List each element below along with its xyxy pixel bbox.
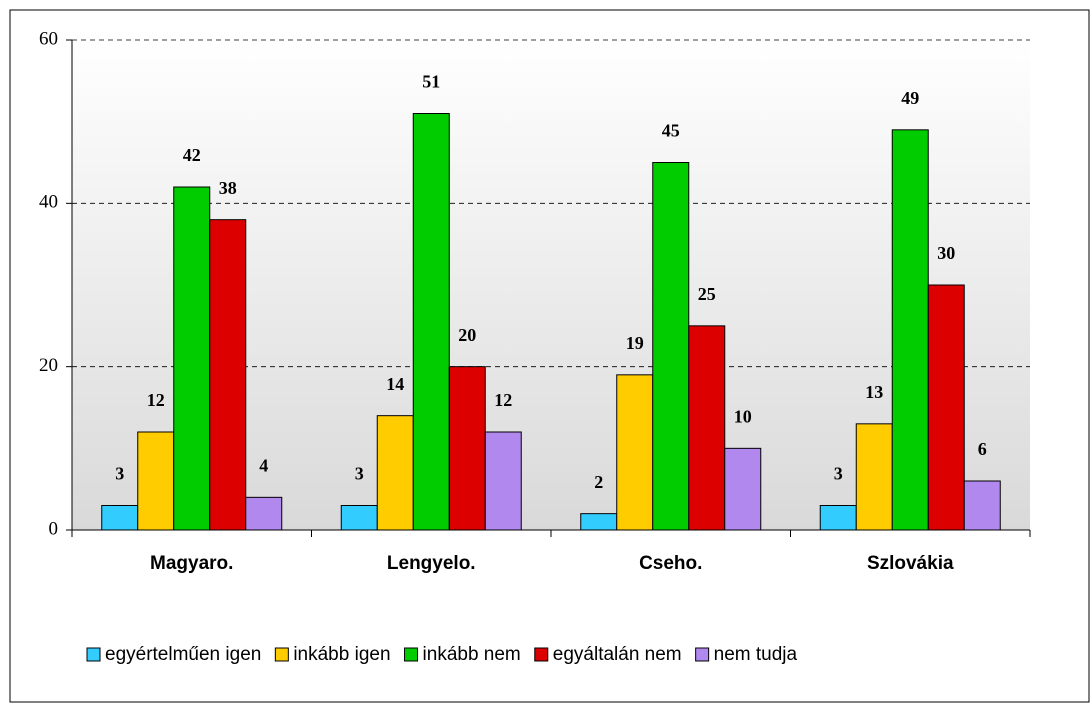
data-label: 12 — [494, 390, 512, 410]
bar — [376, 415, 414, 531]
legend-label: egyáltalán nem — [553, 644, 682, 665]
bar — [963, 480, 1001, 531]
data-label: 3 — [115, 464, 124, 484]
bar — [245, 496, 283, 531]
data-label: 30 — [937, 243, 955, 263]
legend-label: inkább igen — [293, 644, 390, 665]
bar — [616, 374, 654, 531]
legend-swatch — [404, 647, 419, 662]
bar — [137, 431, 175, 531]
data-label: 19 — [626, 333, 644, 353]
data-label: 14 — [386, 374, 404, 394]
bar — [855, 423, 893, 531]
bar — [340, 505, 378, 531]
bar — [101, 505, 139, 531]
data-label: 12 — [147, 390, 165, 410]
data-label: 4 — [259, 455, 268, 475]
y-tick-label: 20 — [39, 355, 58, 376]
bar — [484, 431, 522, 531]
legend-swatch — [86, 647, 101, 662]
bar — [580, 513, 618, 531]
x-tick-label: Lengyelo. — [387, 553, 476, 574]
x-tick-label: Szlovákia — [867, 553, 954, 574]
data-label: 3 — [355, 464, 364, 484]
data-label: 20 — [458, 325, 476, 345]
bar — [819, 505, 857, 531]
bar — [173, 186, 211, 531]
data-label: 49 — [901, 88, 919, 108]
bar — [652, 162, 690, 531]
bar — [891, 129, 929, 531]
bar — [412, 113, 450, 531]
legend-swatch — [695, 647, 710, 662]
data-label: 3 — [834, 464, 843, 484]
legend-label: inkább nem — [423, 644, 521, 665]
y-tick-label: 40 — [39, 192, 58, 213]
x-tick-label: Cseho. — [639, 553, 702, 574]
bar — [448, 366, 486, 531]
bar — [209, 219, 247, 531]
y-tick-label: 0 — [49, 518, 59, 539]
x-tick-label: Magyaro. — [150, 553, 233, 574]
bar — [927, 284, 965, 531]
data-label: 38 — [219, 178, 237, 198]
data-label: 13 — [865, 382, 883, 402]
legend-label: nem tudja — [714, 644, 798, 665]
bar — [724, 447, 762, 531]
legend-swatch — [274, 647, 289, 662]
data-label: 42 — [183, 145, 201, 165]
legend-swatch — [534, 647, 549, 662]
legend-label: egyértelműen igen — [105, 644, 261, 665]
y-tick-label: 60 — [39, 28, 58, 49]
data-label: 25 — [698, 284, 716, 304]
data-label: 51 — [422, 72, 440, 92]
data-label: 10 — [734, 406, 752, 426]
data-label: 2 — [594, 472, 603, 492]
data-label: 45 — [662, 121, 680, 141]
data-label: 6 — [978, 439, 987, 459]
bar — [688, 325, 726, 531]
